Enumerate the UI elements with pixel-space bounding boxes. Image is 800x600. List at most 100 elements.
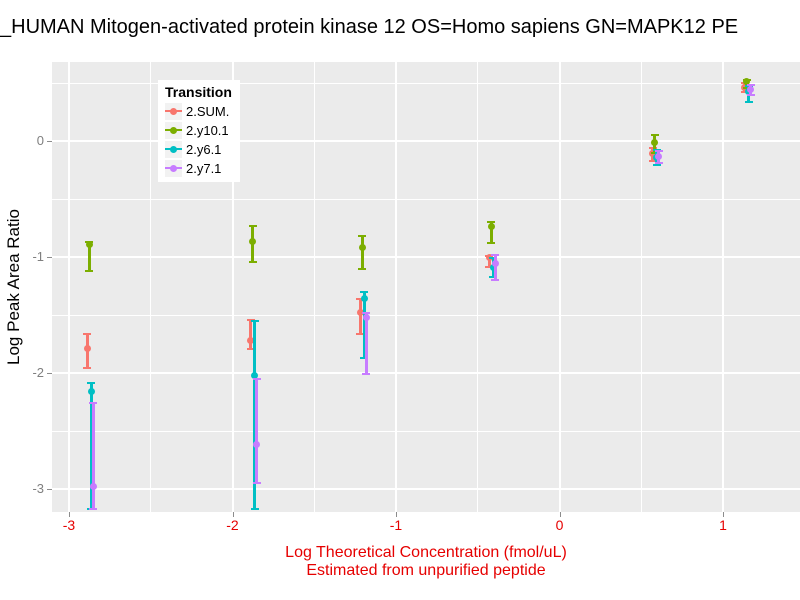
gridline-x-major: [231, 62, 234, 512]
error-bar: [91, 403, 95, 509]
data-point: [743, 78, 751, 86]
error-bar: [249, 319, 253, 349]
y-tick-label: -1: [32, 249, 44, 264]
data-point: [83, 345, 91, 353]
error-bar-cap-bottom: [358, 267, 367, 270]
x-tick-mark: [559, 512, 561, 517]
error-bar-cap-bottom: [487, 242, 496, 245]
error-bar-cap-bottom: [360, 356, 369, 359]
x-tick-label: -1: [389, 517, 403, 533]
error-bar-cap-top: [746, 84, 755, 87]
error-bar-cap-top: [650, 134, 659, 137]
data-point: [747, 86, 755, 94]
error-bar-cap-bottom: [650, 151, 659, 154]
x-tick-label: -3: [62, 517, 76, 533]
data-point: [249, 238, 257, 246]
legend-key: [165, 141, 182, 158]
error-bar: [253, 320, 257, 509]
gridline-y-major: [52, 140, 800, 142]
error-bar: [493, 254, 497, 281]
error-bar: [362, 291, 366, 358]
error-bar-cap-top: [654, 150, 663, 153]
data-point: [356, 309, 364, 317]
error-bar: [487, 255, 491, 268]
legend-title: Transition: [165, 84, 232, 100]
error-bar-cap-top: [360, 290, 369, 293]
legend-key: [165, 122, 182, 139]
error-bar: [87, 241, 91, 271]
error-bar-cap-bottom: [85, 269, 94, 272]
x-axis-title-line2: Estimated from unpurified peptide: [306, 562, 546, 579]
legend-key: [165, 160, 182, 177]
error-bar-cap-bottom: [248, 260, 257, 263]
gridline-x-major: [395, 62, 397, 512]
data-point: [485, 253, 493, 261]
gridline-y-minor: [52, 82, 800, 84]
error-bar-cap-bottom: [648, 159, 657, 162]
error-bar: [364, 312, 368, 375]
data-point: [360, 295, 368, 303]
error-bar-cap-bottom: [252, 482, 261, 485]
error-bar-cap-top: [83, 332, 92, 335]
y-tick-mark: [47, 373, 52, 374]
x-tick-mark: [232, 512, 234, 517]
data-point: [253, 441, 261, 449]
data-point: [491, 260, 499, 268]
error-bar-cap-top: [89, 402, 98, 405]
data-point: [362, 313, 370, 321]
error-bar-cap-top: [246, 318, 255, 321]
y-tick-mark: [47, 141, 52, 142]
error-bar-cap-bottom: [744, 100, 753, 103]
legend-item-label: 2.y6.1: [186, 142, 222, 157]
legend-key-dot-icon: [170, 127, 177, 134]
error-bar-cap-top: [489, 257, 498, 260]
error-bar: [89, 383, 93, 509]
legend-item-2-y7-1: 2.y7.1: [165, 159, 232, 178]
data-point: [655, 152, 663, 160]
error-bar-cap-bottom: [740, 91, 749, 94]
x-tick-mark: [723, 512, 724, 517]
legend-key: [165, 103, 182, 120]
error-bar-cap-top: [250, 319, 259, 322]
error-bar: [489, 222, 493, 244]
error-bar-cap-bottom: [746, 93, 755, 96]
chart-title: _HUMAN Mitogen-activated protein kinase …: [0, 16, 739, 38]
gridline-y-minor: [52, 430, 800, 432]
data-point: [85, 240, 93, 248]
x-tick-label: 1: [719, 517, 727, 533]
error-bar-cap-bottom: [89, 507, 98, 510]
gridline-x-major: [68, 62, 70, 512]
gridline-x-minor: [150, 62, 152, 512]
gridline-x-major: [722, 62, 724, 512]
error-bar-cap-bottom: [250, 507, 259, 510]
error-bar: [360, 236, 364, 269]
error-bar-cap-bottom: [362, 373, 371, 376]
error-bar-cap-top: [248, 224, 257, 227]
legend-key-dot-icon: [170, 165, 177, 172]
data-point: [358, 244, 366, 252]
data-point: [87, 388, 95, 396]
gridline-y-major: [52, 372, 800, 374]
gridline-y-minor: [52, 198, 800, 200]
error-bar-cap-top: [252, 377, 261, 380]
error-bar-cap-top: [652, 149, 661, 152]
y-tick-label: 0: [36, 133, 44, 148]
legend-item-2-y10-1: 2.y10.1: [165, 121, 232, 140]
legend: Transition 2.SUM. 2.y10.1 2.y6.1 2.y7.1: [158, 80, 240, 182]
gridline-y-major: [52, 256, 800, 258]
error-bar-cap-bottom: [652, 164, 661, 167]
data-point: [489, 263, 497, 271]
gridline-x-major: [558, 62, 561, 512]
error-bar-cap-top: [87, 382, 96, 385]
data-point: [487, 223, 495, 231]
legend-item-label: 2.y7.1: [186, 161, 222, 176]
data-point: [247, 337, 255, 345]
gridline-y-minor: [52, 314, 800, 316]
error-bar-cap-top: [487, 221, 496, 224]
error-bar-cap-bottom: [356, 332, 365, 335]
y-tick-label: -3: [32, 481, 44, 496]
data-point: [89, 483, 97, 491]
x-tick-mark: [69, 512, 70, 517]
legend-item-2-y6-1: 2.y6.1: [165, 140, 232, 159]
